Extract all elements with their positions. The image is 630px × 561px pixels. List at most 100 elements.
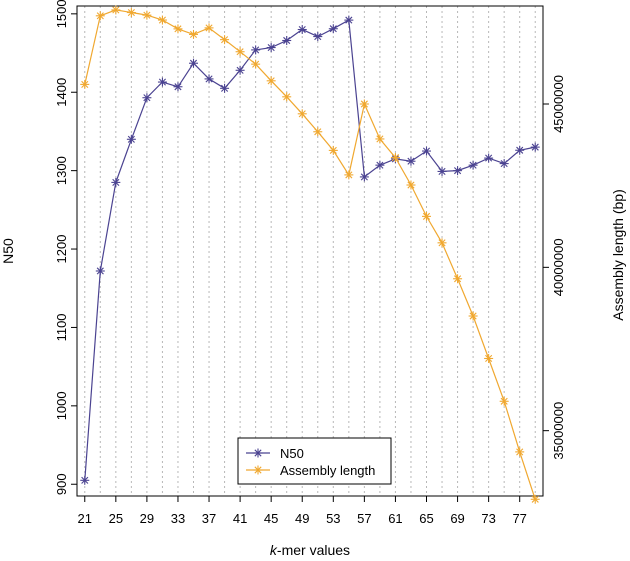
data-point-assembly-length	[530, 494, 540, 504]
x-axis: 21 25 29 33 37 41 45 49 53 57 61 65 69 73 77	[78, 496, 527, 526]
left-tick-label: 1200	[54, 235, 69, 264]
data-point-assembly-length	[313, 127, 323, 137]
left-tick-label: 1000	[54, 391, 69, 420]
left-tick-label: 1300	[54, 156, 69, 185]
legend-marker-n50	[253, 448, 263, 458]
data-point-assembly-length	[297, 109, 307, 119]
data-point-assembly-length	[204, 23, 214, 33]
data-point-n50	[437, 166, 447, 176]
data-point-assembly-length	[344, 170, 354, 180]
x-tick-label: 53	[326, 511, 340, 526]
x-axis-title: k-mer values	[270, 542, 350, 558]
data-point-assembly-length	[189, 29, 198, 39]
x-tick-label: 33	[171, 511, 185, 526]
data-point-assembly-length	[111, 5, 121, 15]
data-point-n50	[235, 65, 245, 75]
plot-frame	[76, 5, 544, 497]
data-point-assembly-length	[390, 153, 400, 163]
data-point-assembly-length	[375, 134, 385, 144]
left-y-axis: 900 1000 1100 1200 1300 1400 1500	[54, 0, 77, 495]
x-axis-title-italic: k	[270, 542, 278, 558]
x-tick-label: 73	[481, 511, 495, 526]
x-axis-title-rest: -mer values	[277, 542, 350, 558]
x-tick-label: 61	[388, 511, 402, 526]
legend-star-assembly-length	[253, 465, 263, 475]
data-point-n50	[515, 145, 525, 155]
legend-star-n50	[253, 448, 263, 458]
data-point-n50	[80, 475, 90, 485]
legend: N50 Assembly length	[237, 437, 392, 485]
data-point-n50	[530, 142, 540, 152]
legend-box	[237, 437, 392, 485]
data-point-assembly-length	[437, 238, 447, 248]
data-point-assembly-length	[282, 92, 292, 102]
data-point-n50	[142, 93, 152, 103]
x-tick-label: 77	[512, 511, 526, 526]
data-point-assembly-length	[453, 274, 463, 284]
data-point-n50	[328, 24, 338, 34]
x-tick-label: 25	[109, 511, 123, 526]
data-point-assembly-length	[406, 180, 416, 190]
data-point-n50	[189, 58, 198, 68]
right-y-axis-title: Assembly length (bp)	[610, 189, 626, 321]
data-point-assembly-length	[499, 396, 509, 406]
data-point-n50	[453, 166, 463, 176]
series-line-n50	[84, 19, 536, 481]
data-point-n50	[359, 172, 369, 182]
right-y-axis: 35000000 40000000 45000000	[543, 75, 566, 460]
right-tick-label: 40000000	[551, 238, 566, 296]
data-point-n50	[95, 266, 105, 276]
right-tick-label: 35000000	[551, 402, 566, 460]
right-tick-label: 45000000	[551, 75, 566, 133]
data-point-n50	[297, 25, 307, 35]
data-point-n50	[282, 35, 292, 45]
data-point-assembly-length	[359, 99, 369, 109]
data-point-assembly-length	[95, 11, 105, 21]
series-n50	[80, 15, 540, 485]
x-tick-label: 29	[140, 511, 154, 526]
left-tick-label: 1100	[54, 313, 69, 341]
data-point-assembly-length	[220, 35, 230, 45]
data-point-n50	[266, 43, 276, 53]
x-tick-label: 69	[450, 511, 464, 526]
legend-marker-assembly-length	[253, 465, 263, 475]
x-tick-label: 45	[264, 511, 278, 526]
data-point-assembly-length	[484, 353, 494, 363]
data-point-n50	[111, 177, 121, 187]
series-assembly-length	[80, 5, 540, 504]
data-point-assembly-length	[157, 15, 167, 25]
data-point-assembly-length	[235, 47, 245, 57]
x-tick-label: 21	[78, 511, 92, 526]
x-tick-label: 41	[233, 511, 247, 526]
x-tick-label: 57	[357, 511, 371, 526]
data-point-n50	[157, 77, 167, 87]
data-point-n50	[204, 74, 214, 84]
x-tick-label: 37	[202, 511, 216, 526]
grid	[84, 6, 536, 496]
legend-label-assembly-length: Assembly length	[280, 463, 375, 478]
data-point-n50	[220, 83, 230, 93]
data-point-assembly-length	[80, 79, 90, 89]
data-point-assembly-length	[126, 8, 136, 18]
data-point-n50	[422, 146, 431, 156]
data-point-assembly-length	[328, 145, 338, 155]
left-tick-label: 1400	[54, 78, 69, 107]
data-point-n50	[251, 45, 261, 55]
data-point-n50	[499, 159, 509, 169]
series	[80, 5, 540, 504]
data-point-assembly-length	[468, 311, 478, 321]
data-point-n50	[344, 15, 354, 25]
series-line-assembly-length	[84, 9, 536, 500]
data-point-n50	[375, 160, 385, 170]
data-point-n50	[406, 156, 416, 166]
left-tick-label: 900	[54, 473, 69, 495]
data-point-assembly-length	[515, 447, 525, 457]
data-point-assembly-length	[251, 59, 261, 69]
data-point-n50	[313, 32, 323, 42]
data-point-n50	[484, 153, 494, 163]
data-point-assembly-length	[266, 76, 276, 86]
legend-label-n50: N50	[280, 446, 304, 461]
left-y-axis-title: N50	[0, 238, 16, 264]
data-point-n50	[468, 160, 478, 170]
